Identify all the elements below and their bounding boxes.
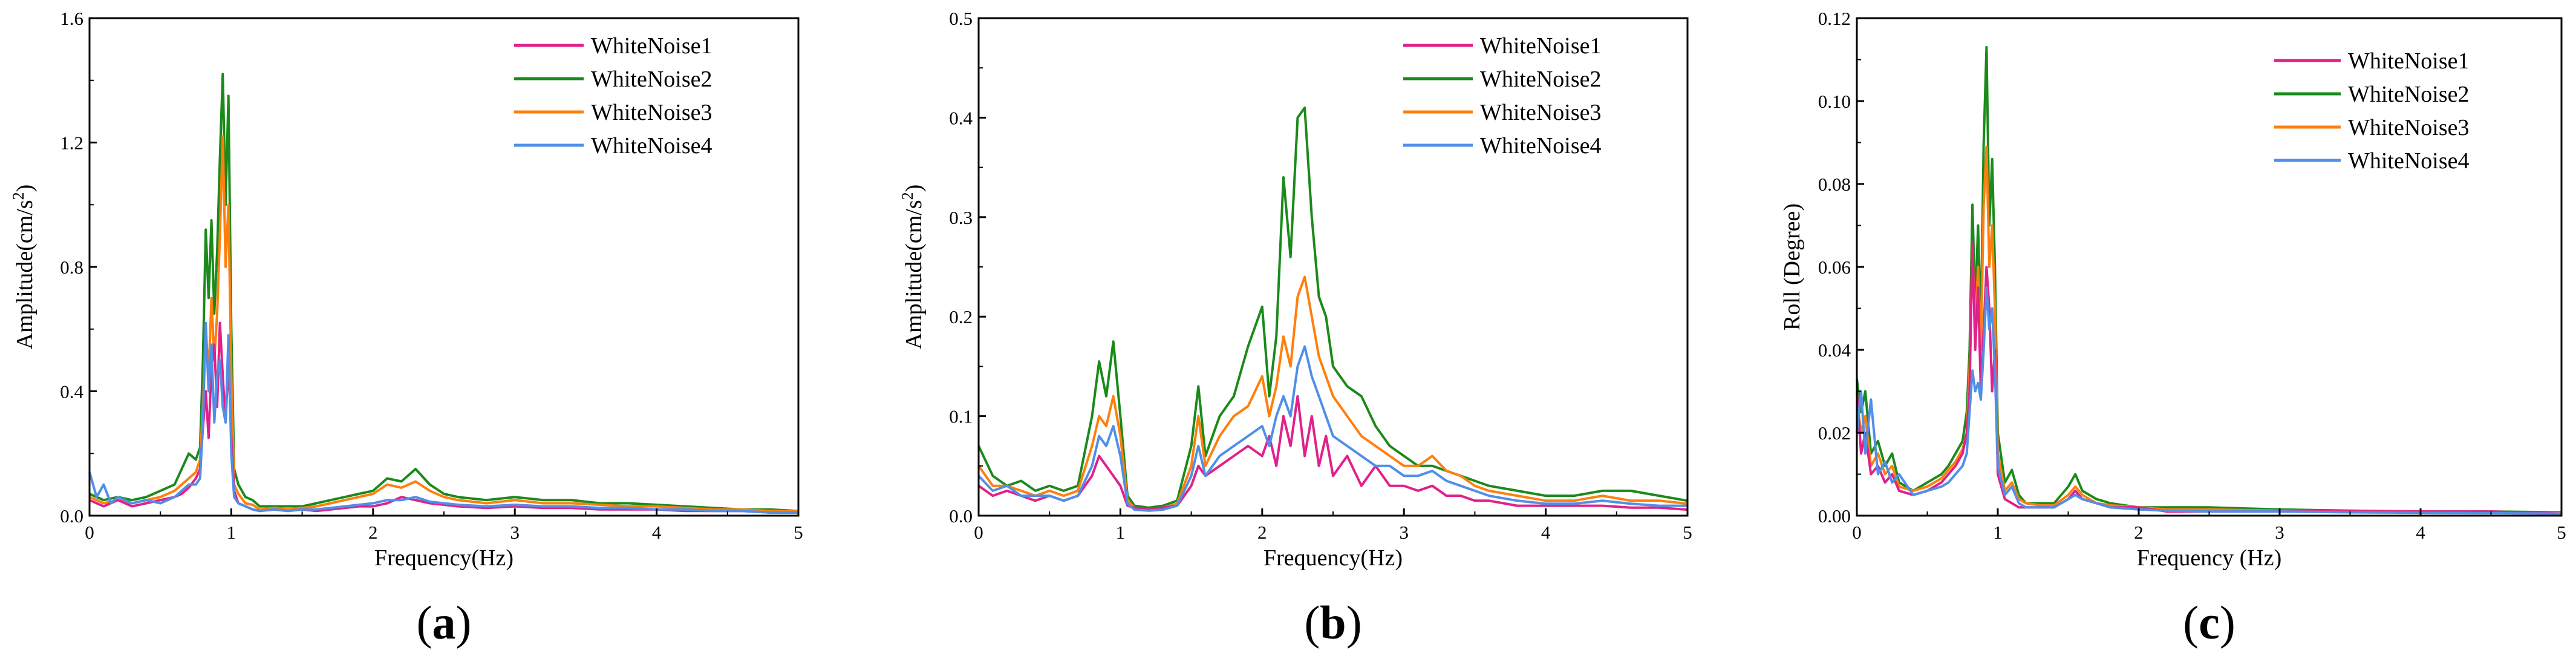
chart-panel-a: 0 1 2 3 4 5 0.0 0.4 0.8 1.2 1.6 Frequency(Hz) Amplit… [10, 8, 803, 649]
series-line-whitenoise3 [977, 275, 1688, 511]
legend-label-whitenoise2: WhiteNoise2 [591, 67, 712, 92]
legend-label-whitenoise1: WhiteNoise1 [1480, 33, 1602, 59]
panel-label-letter: a [432, 596, 456, 649]
y-axis-title: Roll (Degree) [1779, 203, 1805, 330]
y-axis-title-main: Amplitude(cm/s [901, 200, 927, 349]
panel-label-open-paren: ( [1304, 596, 1320, 649]
x-tick-label: 3 [1399, 522, 1409, 543]
panel-label-open-paren: ( [417, 596, 432, 649]
y-tick-label: 0.02 [1818, 422, 1851, 444]
legend-label-whitenoise2: WhiteNoise2 [1480, 67, 1602, 92]
y-tick-label: 0.04 [1818, 340, 1851, 361]
legend-label-whitenoise1: WhiteNoise1 [591, 33, 712, 59]
y-axis-title-superscript: 2 [10, 192, 27, 200]
y-tick-label: 1.6 [60, 8, 83, 29]
series-line-whitenoise2 [89, 73, 799, 513]
y-tick-label: 0.4 [949, 107, 973, 128]
x-tick-label: 4 [1541, 522, 1551, 543]
x-tick-label: 4 [652, 522, 662, 543]
x-tick-label: 1 [1993, 522, 2003, 543]
series-line-whitenoise3 [1856, 145, 2562, 514]
legend-label-whitenoise4: WhiteNoise4 [2348, 148, 2470, 174]
panel-label-letter: b [1320, 596, 1346, 649]
y-axis-title-tail: ) [12, 185, 37, 192]
panel-label: (b) [1304, 596, 1361, 649]
series-line-whitenoise1 [977, 395, 1688, 511]
chart-panel-b: 0 1 2 3 4 5 0.0 0.1 0.2 0.3 0.4 0.5 Frequency(Hz) Amp… [899, 8, 1692, 649]
legend: WhiteNoise1 WhiteNoise2 WhiteNoise3 WhiteNo… [514, 33, 712, 159]
x-axis-title: Frequency (Hz) [2137, 545, 2282, 571]
legend-label-whitenoise3: WhiteNoise3 [2348, 115, 2470, 140]
y-tick-label: 0.4 [60, 381, 83, 402]
series-line-whitenoise3 [89, 135, 798, 513]
series-line-whitenoise4 [977, 345, 1687, 512]
x-tick-label: 1 [227, 522, 236, 543]
x-tick-label: 1 [1116, 522, 1126, 543]
chart-panel-c: 0 1 2 3 4 5 0.00 0.02 0.04 0.06 0.08 0.10 0.12 Freque… [1779, 8, 2566, 649]
y-tick-label: 0.8 [60, 257, 83, 278]
series-line-whitenoise4 [88, 321, 798, 514]
x-tick-label: 0 [974, 522, 983, 543]
panel-label-close-paren: ) [2220, 596, 2235, 649]
y-tick-label: 0.08 [1818, 174, 1851, 195]
y-tick-label: 0.0 [949, 505, 973, 527]
plot-frame [977, 17, 1689, 517]
x-axis-title: Frequency(Hz) [374, 545, 514, 571]
panel-label-close-paren: ) [456, 596, 472, 649]
y-axis-title-superscript: 2 [899, 192, 916, 200]
x-tick-label: 0 [1852, 522, 1862, 543]
y-tick-label: 1.2 [60, 133, 83, 154]
x-axis-title: Frequency(Hz) [1264, 545, 1403, 571]
y-tick-label: 0.1 [949, 406, 973, 427]
legend-label-whitenoise2: WhiteNoise2 [2348, 82, 2470, 107]
x-tick-label: 5 [1683, 522, 1692, 543]
y-tick-label: 0.3 [949, 207, 973, 228]
legend-label-whitenoise4: WhiteNoise4 [1480, 133, 1602, 159]
panel-label: (c) [2183, 596, 2235, 649]
legend-label-whitenoise3: WhiteNoise3 [591, 100, 712, 125]
x-tick-label: 2 [1257, 522, 1267, 543]
panel-label-letter: c [2199, 596, 2220, 649]
x-tick-label: 3 [510, 522, 520, 543]
x-tick-label: 4 [2416, 522, 2425, 543]
legend-label-whitenoise3: WhiteNoise3 [1480, 100, 1602, 125]
plot-frame [88, 17, 800, 517]
series-line-whitenoise2 [977, 107, 1688, 509]
x-tick-label: 5 [2557, 522, 2566, 543]
x-tick-label: 5 [794, 522, 803, 543]
panel-label: (a) [417, 596, 472, 649]
y-tick-label: 0.2 [949, 306, 973, 327]
x-tick-label: 2 [368, 522, 378, 543]
y-tick-label: 0.5 [949, 8, 973, 29]
x-tick-label: 3 [2275, 522, 2284, 543]
legend-label-whitenoise4: WhiteNoise4 [591, 133, 712, 159]
y-tick-label: 0.10 [1818, 91, 1851, 112]
panel-label-open-paren: ( [2183, 596, 2199, 649]
x-tick-label: 2 [2134, 522, 2144, 543]
legend: WhiteNoise1 WhiteNoise2 WhiteNoise3 WhiteNo… [1403, 33, 1602, 159]
y-axis-title: Amplitude(cm/s2) [10, 185, 38, 350]
y-axis-title: Amplitude(cm/s2) [899, 185, 927, 350]
y-axis-title-main: Roll (Degree) [1779, 203, 1805, 330]
y-axis-title-main: Amplitude(cm/s [12, 200, 37, 349]
panel-label-close-paren: ) [1346, 596, 1362, 649]
legend: WhiteNoise1 WhiteNoise2 WhiteNoise3 WhiteNo… [2274, 48, 2470, 174]
y-tick-label: 0.0 [60, 505, 83, 527]
series-line-whitenoise4 [1856, 286, 2562, 515]
legend-label-whitenoise1: WhiteNoise1 [2348, 48, 2470, 74]
y-tick-label: 0.00 [1818, 505, 1851, 527]
y-tick-label: 0.12 [1818, 8, 1851, 29]
y-tick-label: 0.06 [1818, 257, 1851, 278]
x-tick-label: 0 [85, 522, 94, 543]
series-line-whitenoise1 [1856, 240, 2562, 515]
y-axis-title-tail: ) [901, 185, 927, 192]
